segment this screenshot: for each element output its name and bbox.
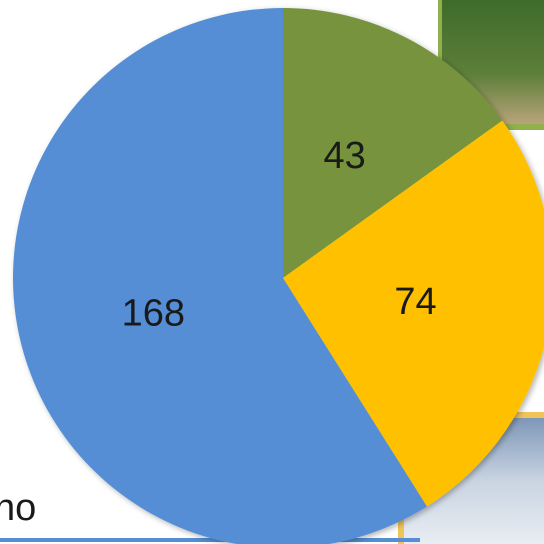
underline <box>0 538 420 542</box>
data-label: 74 <box>394 281 436 323</box>
pie <box>13 8 544 544</box>
data-label: 43 <box>323 135 365 177</box>
data-label: 168 <box>122 292 185 334</box>
pie-slice <box>283 120 544 507</box>
pie-slice <box>283 8 503 278</box>
pie-slice <box>13 8 427 544</box>
partial-text: no <box>0 487 36 529</box>
